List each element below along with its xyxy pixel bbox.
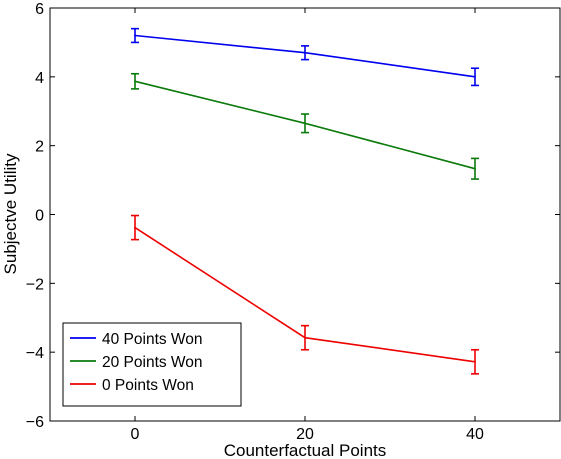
series-0: [131, 27, 479, 87]
series-layer: [131, 27, 479, 375]
data-point: [134, 80, 136, 83]
series-2: [131, 214, 479, 375]
legend-item: 40 Points Won: [70, 331, 203, 348]
y-tick-label: 6: [35, 1, 44, 18]
y-tick-label: −6: [26, 414, 44, 431]
legend: 40 Points Won 20 Points Won 0 Points Won: [62, 322, 242, 407]
legend-label: 40 Points Won: [102, 331, 203, 348]
y-tick-labels: −6 −4 −2 0 2 4 6: [26, 1, 44, 431]
axis-ticks: [50, 7, 560, 422]
series-1: [131, 72, 479, 180]
data-point: [304, 122, 306, 125]
y-tick-label: 4: [35, 70, 44, 87]
data-point: [134, 226, 136, 229]
data-point: [304, 51, 306, 54]
y-tick-label: 0: [35, 208, 44, 225]
legend-label: 0 Points Won: [102, 377, 194, 394]
data-point: [474, 75, 476, 78]
data-point: [474, 167, 476, 170]
x-tick-label: 0: [131, 426, 140, 443]
x-tick-labels: 0 20 40: [131, 426, 484, 443]
y-tick-label: −2: [26, 276, 44, 293]
y-tick-label: −4: [26, 345, 44, 362]
y-axis-label: Subjectve Utility: [1, 153, 20, 274]
data-point: [474, 360, 476, 363]
data-point: [304, 336, 306, 339]
legend-label: 20 Points Won: [102, 354, 203, 371]
x-axis-label: Counterfactual Points: [224, 441, 387, 459]
legend-box: [62, 322, 242, 407]
legend-item: 0 Points Won: [70, 377, 194, 394]
x-tick-label: 40: [466, 426, 484, 443]
data-point: [134, 34, 136, 37]
x-tick-label: 20: [296, 426, 314, 443]
y-tick-label: 2: [35, 139, 44, 156]
legend-item: 20 Points Won: [70, 354, 203, 371]
